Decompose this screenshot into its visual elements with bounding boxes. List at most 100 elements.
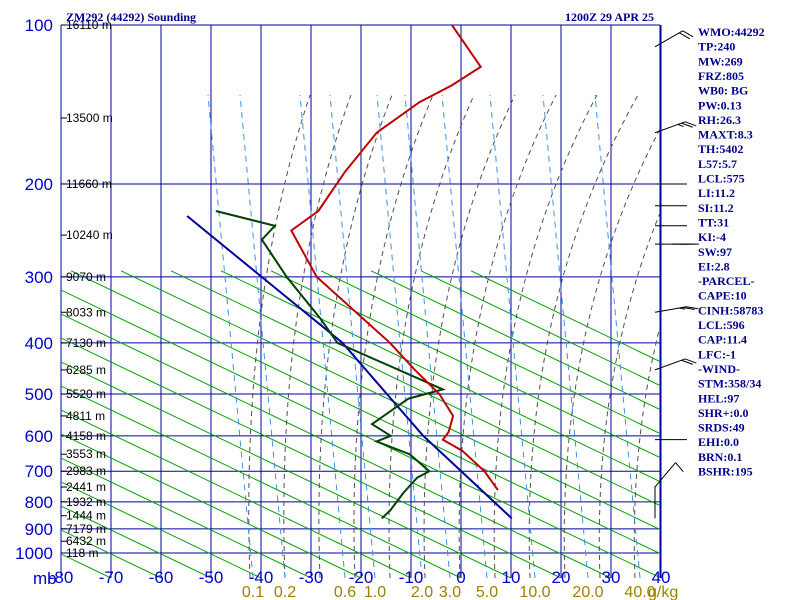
index-entry: -WIND- [698, 362, 740, 376]
dewpoint-line [215, 210, 446, 520]
dry-adiabat-line [61, 337, 562, 578]
mixing-ratio-line [239, 94, 286, 578]
chart-title: ZM292 (44292) Sounding [66, 10, 196, 24]
dry-adiabat-line [320, 270, 660, 435]
index-entry: WB0: BG [698, 84, 748, 98]
height-label: 16110 m [66, 18, 112, 32]
dry-adiabat-line [170, 270, 660, 507]
height-label: 9070 m [66, 270, 106, 284]
height-label: 3553 m [66, 447, 106, 461]
mixing-ratio-label: 3.0 [439, 584, 461, 600]
mixing-ratio-line [376, 94, 423, 578]
wind-barb [654, 306, 699, 313]
mixing-ratio-line [441, 94, 488, 578]
label-layer: -80 -70 -60 -50 -40 -30 -20 -10 0 10 20 30 40 100 200 3… [15, 16, 678, 600]
height-label: 1444 m [66, 509, 106, 523]
pressure-tick-label: 1000 [15, 544, 53, 563]
temperature-tick-label: -40 [249, 568, 274, 587]
mixing-ratio-line [329, 94, 376, 578]
index-entry: RH:26.3 [698, 113, 741, 127]
mixing-ratio-line [404, 94, 451, 578]
index-entry: CINH:58783 [698, 303, 763, 317]
chart-subtitle: 1200Z 29 APR 25 [565, 10, 654, 24]
moist-adiabat-line [598, 211, 660, 578]
index-entry: TP:240 [698, 40, 735, 54]
dry-adiabat-line [61, 433, 362, 578]
index-entry: EI:2.8 [698, 259, 730, 273]
index-entry: MAXT:8.3 [698, 128, 753, 142]
index-entry: LFC:-1 [698, 347, 736, 361]
dry-adiabat-line [61, 361, 512, 578]
dry-adiabat-line [61, 481, 262, 578]
mixing-ratio-line [594, 94, 641, 578]
index-entry: KI:-4 [698, 230, 726, 244]
pressure-tick-label: 900 [25, 520, 53, 539]
moist-adiabat-line [248, 94, 311, 578]
temperature-tick-label: 0 [456, 568, 465, 587]
wind-barb [654, 358, 697, 371]
mixing-ratio-label: 0.2 [274, 584, 296, 600]
moist-adiabat-line [423, 94, 516, 578]
temperature-tick-label: -30 [299, 568, 324, 587]
index-entry: CAP:11.4 [698, 333, 747, 347]
moist-adiabat-line [528, 94, 639, 578]
height-label: 8033 m [66, 305, 106, 319]
dry-adiabat-line [470, 270, 660, 363]
height-label: 5520 m [66, 387, 106, 401]
x-axis-unit: mb [33, 569, 57, 588]
pressure-tick-label: 500 [25, 385, 53, 404]
temperature-tick-label: 30 [602, 568, 621, 587]
index-entry: PW:0.13 [698, 98, 742, 112]
dry-adiabat-line [70, 270, 660, 555]
wind-barb [654, 30, 694, 48]
temperature-tick-label: 10 [502, 568, 521, 587]
index-entry: WMO:44292 [698, 25, 765, 39]
temperature-tick-label: -80 [49, 568, 74, 587]
index-entry: SRDS:49 [698, 421, 745, 435]
mixing-ratio-label: 0.1 [242, 584, 264, 600]
height-label: 7179 m [66, 522, 106, 536]
index-entry: LI:11.2 [698, 186, 735, 200]
height-label: 4811 m [66, 409, 105, 423]
height-label: 6285 m [66, 363, 106, 377]
pressure-tick-label: 300 [25, 268, 53, 287]
dry-adiabat-line [61, 385, 462, 578]
temperature-tick-label: 20 [552, 568, 571, 587]
grid-layer [60, 24, 662, 578]
index-entry: LCL:575 [698, 172, 745, 186]
dry-adiabat-line [61, 409, 412, 578]
height-label: 2441 m [66, 480, 106, 494]
index-entry: TH:5402 [698, 142, 743, 156]
pressure-tick-label: 200 [25, 175, 53, 194]
index-entry: BRN:0.1 [698, 450, 742, 464]
height-label: 6432 m [66, 534, 106, 548]
dry-adiabat-line [0, 271, 11, 578]
dry-adiabat-line [61, 457, 312, 578]
temperature-tick-label: -20 [349, 568, 374, 587]
moist-adiabat-line [283, 94, 352, 578]
wind-barb [654, 462, 684, 488]
index-entry: SW:97 [698, 245, 732, 259]
mixing-ratio-label: 40.0 [624, 584, 655, 600]
dry-adiabat-line [420, 270, 660, 387]
temperature-tick-label: -10 [399, 568, 424, 587]
mixing-ratio-layer [207, 94, 641, 578]
dry-adiabat-line [61, 289, 660, 578]
dry-adiabat-line [61, 313, 612, 578]
index-entry: -PARCEL- [698, 274, 754, 288]
temperature-tick-label: -70 [99, 568, 124, 587]
dry-adiabat-line [370, 270, 660, 411]
index-entry: SI:11.2 [698, 201, 734, 215]
dry-adiabat-line [220, 270, 660, 483]
index-entry: L57:5.7 [698, 157, 737, 171]
temperature-line [289, 25, 499, 491]
temperature-tick-label: 40 [652, 568, 671, 587]
height-label: 10240 m [66, 228, 113, 242]
mixing-ratio-line [299, 94, 346, 578]
height-label: 1932 m [66, 495, 106, 509]
temperature-tick-label: -50 [199, 568, 224, 587]
mixing-ratio-label: 5.0 [476, 584, 498, 600]
profile-layer [186, 25, 513, 520]
height-label: 11660 m [66, 177, 112, 191]
pressure-tick-label: 400 [25, 334, 53, 353]
